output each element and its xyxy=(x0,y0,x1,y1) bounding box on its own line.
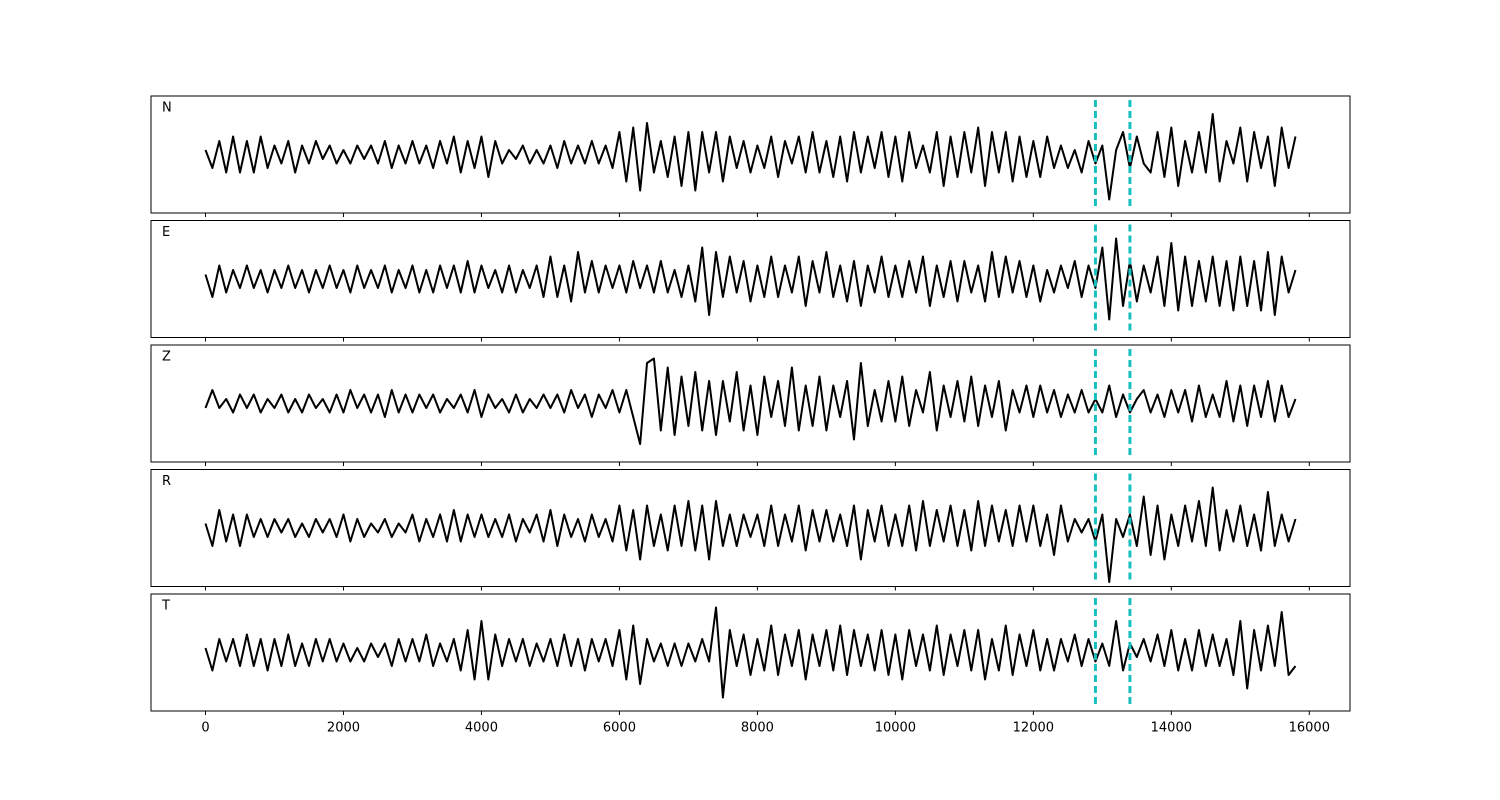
panel-frame xyxy=(150,220,1351,338)
trace-line xyxy=(204,357,1297,445)
panel-frame xyxy=(150,593,1351,712)
panel-frame xyxy=(150,95,1351,214)
x-tick-label: 6000 xyxy=(603,721,636,736)
x-tick-label: 10000 xyxy=(875,721,916,736)
trace-line xyxy=(204,237,1297,321)
panel-label: R xyxy=(162,474,171,489)
panel-frame xyxy=(150,469,1351,587)
trace-line xyxy=(204,606,1297,699)
x-tick-label: 16000 xyxy=(1289,721,1330,736)
panel-label: N xyxy=(162,101,172,116)
panel-label: Z xyxy=(162,350,171,365)
x-tick-label: 14000 xyxy=(1151,721,1192,736)
x-tick-label: 0 xyxy=(201,721,209,736)
panel-frame xyxy=(150,344,1351,463)
x-tick-label: 4000 xyxy=(465,721,498,736)
x-tick-label: 8000 xyxy=(741,721,774,736)
x-tick-label: 2000 xyxy=(327,721,360,736)
panel-label: E xyxy=(162,225,170,240)
trace-line xyxy=(204,113,1297,201)
trace-line xyxy=(204,486,1297,583)
x-tick-label: 12000 xyxy=(1013,721,1054,736)
panel-label: T xyxy=(161,599,170,614)
